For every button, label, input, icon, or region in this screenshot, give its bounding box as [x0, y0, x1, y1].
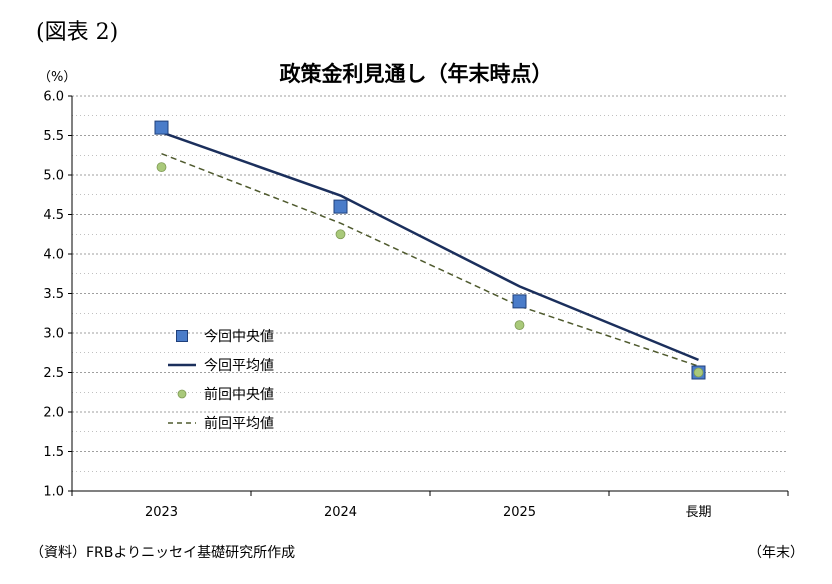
y-tick-label: 4.0 [43, 248, 64, 263]
series-layer [154, 120, 706, 380]
y-tick-labels: 1.0 1.5 2.0 2.5 3.0 3.5 4.0 4.5 5.0 5.5 6.0 [43, 90, 64, 500]
y-tick-label: 5.0 [43, 169, 64, 184]
y-tick-label: 1.5 [43, 445, 64, 460]
y-tick-label: 2.5 [43, 366, 64, 381]
point-previous-median-overlay [693, 367, 704, 378]
point-previous-median [156, 162, 167, 173]
series-line-previous-mean [161, 152, 699, 367]
point-previous-median [335, 229, 346, 240]
legend-marker-current-median [176, 330, 188, 342]
x-tick-label: 2025 [503, 505, 536, 520]
point-current-median [512, 294, 527, 309]
y-tick-label: 2.0 [43, 406, 64, 421]
legend-label: 前回中央値 [204, 386, 274, 403]
point-previous-median [514, 320, 525, 331]
figure-label: (図表 2) [36, 20, 119, 45]
legend-label: 前回平均値 [204, 415, 274, 432]
x-axis-unit: （年末） [748, 545, 804, 561]
y-axis-unit: （%） [38, 70, 77, 85]
legend-label: 今回中央値 [204, 329, 274, 345]
x-tick-label: 長期 [685, 505, 711, 520]
y-tick-label: 6.0 [43, 90, 64, 105]
y-tick-label: 5.5 [43, 129, 64, 144]
x-tick-label: 2024 [324, 505, 357, 520]
gridlines [72, 95, 788, 472]
x-tick-labels: 2023 2024 2025 長期 [145, 505, 712, 520]
legend-label: 今回平均値 [204, 358, 274, 374]
chart-title: 政策金利見通し（年末時点） [279, 62, 553, 86]
point-current-median [333, 199, 348, 214]
legend-marker-previous-median [177, 389, 187, 399]
axes [68, 95, 789, 496]
y-tick-label: 1.0 [43, 485, 64, 500]
x-tick-label: 2023 [145, 505, 178, 520]
y-tick-label: 4.5 [43, 208, 64, 223]
source-note: （資料）FRBよりニッセイ基礎研究所作成 [30, 545, 296, 561]
y-tick-label: 3.0 [43, 327, 64, 342]
point-current-median [154, 120, 169, 135]
y-tick-label: 3.5 [43, 287, 64, 302]
series-line-current-mean [161, 131, 699, 362]
